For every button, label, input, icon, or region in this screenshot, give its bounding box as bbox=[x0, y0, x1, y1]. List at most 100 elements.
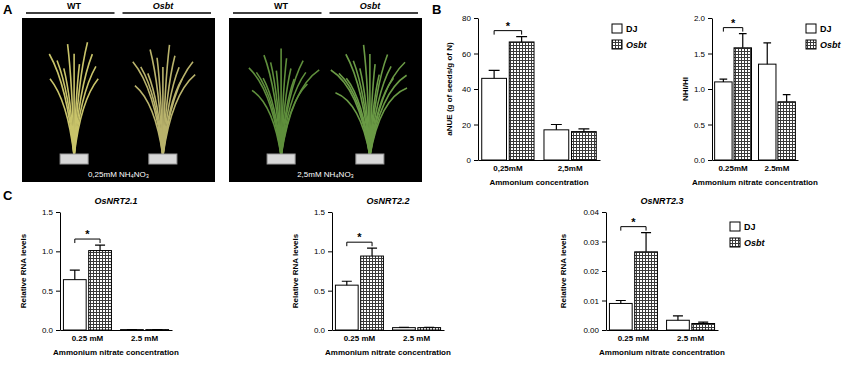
error-bar bbox=[127, 329, 137, 330]
x-axis-title: Ammonium concentration bbox=[489, 178, 588, 187]
x-tick-label: 0,25mM bbox=[493, 164, 523, 173]
y-axis-title: NHI/HI bbox=[681, 77, 690, 101]
y-tick-label: 0.5 bbox=[42, 287, 54, 296]
x-tick-label: 2.5 mM bbox=[677, 334, 704, 343]
legend-swatch bbox=[806, 24, 816, 33]
y-tick-label: 0.0 bbox=[42, 326, 54, 335]
y-tick-mark bbox=[602, 242, 606, 243]
significance-label: * bbox=[731, 17, 736, 29]
photo-background bbox=[22, 18, 215, 182]
y-tick-label: 20 bbox=[462, 121, 471, 130]
plant-leaf bbox=[364, 45, 370, 156]
plot-area bbox=[63, 245, 168, 330]
x-axis-title: Ammonium nitrate concentration bbox=[53, 348, 179, 357]
y-tick-mark bbox=[708, 125, 712, 126]
error-bar bbox=[342, 281, 352, 285]
y-tick: 1.5 bbox=[694, 50, 712, 59]
chart: 0204060800,25mM2,5mMAmmonium concentrati… bbox=[445, 14, 648, 187]
y-tick: 0.00 bbox=[583, 326, 606, 335]
bar bbox=[418, 328, 441, 330]
plot-area bbox=[609, 233, 714, 330]
x-axis-title: Ammonium nitrate concentration bbox=[692, 178, 818, 187]
x-axis: 0,25mM2,5mM bbox=[479, 161, 601, 173]
y-tick: 0.0 bbox=[42, 326, 60, 335]
photo-condition: 0,25mM NH₄NO₃ bbox=[88, 170, 149, 179]
y-tick-mark bbox=[708, 160, 712, 161]
y-axis-title: Relative RNA levels bbox=[19, 233, 28, 308]
y-tick: 0.5 bbox=[42, 287, 60, 296]
plot-area bbox=[715, 34, 796, 160]
y-tick-mark bbox=[708, 89, 712, 90]
chart-title: OsNRT2.2 bbox=[367, 196, 410, 206]
header-rule bbox=[233, 12, 322, 14]
error-bar bbox=[698, 322, 708, 323]
plant-pot bbox=[356, 154, 384, 164]
header-rule bbox=[123, 12, 212, 14]
x-tick: 0,25mM bbox=[493, 164, 523, 173]
bar bbox=[335, 285, 358, 330]
y-tick-mark bbox=[56, 212, 60, 213]
plant-leaf bbox=[281, 84, 307, 156]
y-axis-title: Relative RNA levels bbox=[559, 233, 568, 308]
y-tick-label: 0.5 bbox=[314, 287, 326, 296]
error-bar bbox=[152, 329, 162, 330]
y-tick: 0 bbox=[467, 156, 478, 165]
x-tick: 2.5 mM bbox=[131, 334, 158, 343]
y-tick-label: 0 bbox=[467, 156, 472, 165]
photo-condition: 2,5mM NH₄NO₃ bbox=[297, 170, 354, 179]
legend: DJOsbt bbox=[730, 222, 766, 248]
legend-swatch bbox=[612, 24, 622, 33]
error-bar bbox=[489, 70, 500, 78]
error-bar bbox=[70, 270, 80, 279]
y-tick: 40 bbox=[462, 85, 478, 94]
y-tick: 0.04 bbox=[583, 208, 606, 217]
x-axis-title: Ammonium nitrate concentration bbox=[325, 348, 451, 357]
y-axis: 020406080 bbox=[462, 14, 478, 165]
bar bbox=[393, 328, 416, 330]
error-bar bbox=[739, 34, 747, 48]
error-bar bbox=[551, 125, 562, 130]
plant-leaf bbox=[157, 58, 163, 156]
y-tick-mark bbox=[708, 18, 712, 19]
x-axis-line bbox=[61, 330, 173, 331]
legend-swatch bbox=[730, 222, 740, 231]
y-tick-label: 0.04 bbox=[583, 208, 599, 217]
y-tick-label: 1.0 bbox=[42, 247, 54, 256]
error-bar bbox=[616, 301, 626, 304]
y-tick: 20 bbox=[462, 121, 478, 130]
bar bbox=[734, 48, 751, 160]
y-tick: 1.0 bbox=[42, 247, 60, 256]
bar bbox=[715, 82, 732, 160]
photo-header: WT bbox=[274, 1, 288, 11]
x-tick: 2.5mM bbox=[764, 164, 789, 173]
x-tick: 0.25mM bbox=[718, 164, 748, 173]
error-bar bbox=[673, 316, 683, 320]
y-tick-mark bbox=[56, 251, 60, 252]
bar bbox=[146, 329, 169, 330]
plant-leaf bbox=[370, 88, 407, 156]
bar bbox=[482, 78, 507, 160]
x-axis: 0.25 mM2.5 mM bbox=[333, 331, 445, 343]
plant-pot bbox=[149, 154, 177, 164]
legend-label: DJ bbox=[626, 24, 638, 34]
x-axis: 0.25mM 2.5mM bbox=[713, 161, 799, 173]
plant-leaf bbox=[163, 79, 182, 156]
significance-label: * bbox=[357, 231, 362, 243]
bar bbox=[609, 303, 632, 330]
y-axis-title: Relative RNA levels bbox=[291, 233, 300, 308]
plant-leaf bbox=[74, 79, 98, 156]
x-tick: 0.25 mM bbox=[618, 334, 650, 343]
plant-pot bbox=[267, 154, 295, 164]
error-bar bbox=[783, 95, 791, 102]
y-tick: 2.0 bbox=[694, 14, 712, 23]
y-tick-mark bbox=[56, 330, 60, 331]
panel-letter: B bbox=[432, 2, 441, 17]
legend-label: Osbt bbox=[820, 40, 842, 50]
y-tick: 80 bbox=[462, 14, 478, 23]
y-tick-mark bbox=[474, 89, 478, 90]
error-bar bbox=[516, 37, 527, 42]
y-tick: 0.03 bbox=[583, 238, 606, 247]
error-bar bbox=[720, 79, 728, 82]
x-tick: 2.5 mM bbox=[403, 334, 430, 343]
y-axis-line bbox=[478, 19, 479, 161]
